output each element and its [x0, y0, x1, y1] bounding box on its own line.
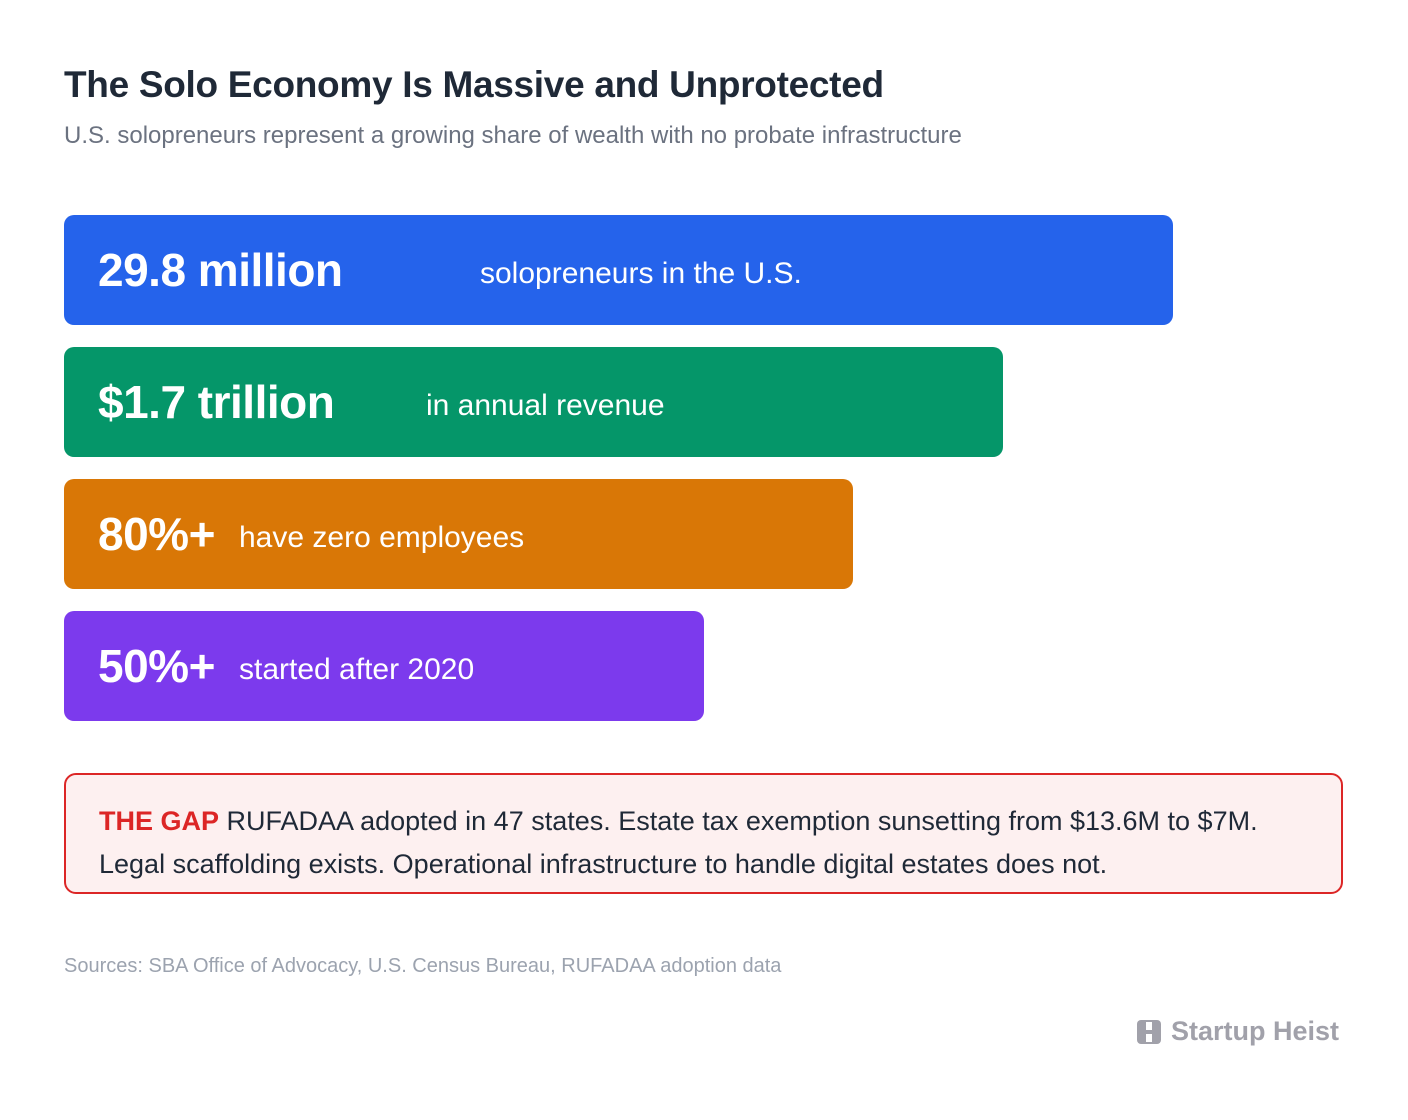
stat-bar-revenue: $1.7 trillion in annual revenue	[64, 347, 1003, 457]
gap-text-2: Legal scaffolding exists. Operational in…	[99, 849, 1108, 879]
sources-note: Sources: SBA Office of Advocacy, U.S. Ce…	[64, 955, 782, 977]
stat-value: 29.8 million	[98, 244, 343, 296]
stat-description: solopreneurs in the U.S.	[480, 257, 802, 290]
gap-text-1: RUFADAA adopted in 47 states. Estate tax…	[226, 806, 1258, 836]
gap-line-1: THE GAP RUFADAA adopted in 47 states. Es…	[99, 800, 1341, 843]
stat-description: in annual revenue	[426, 389, 665, 422]
stat-description: have zero employees	[239, 521, 525, 554]
brand-name: Startup Heist	[1170, 1016, 1339, 1046]
building-icon	[1136, 1019, 1161, 1044]
stat-value: 80%+	[98, 508, 215, 560]
stat-description: started after 2020	[239, 653, 475, 686]
stat-bars: 29.8 million solopreneurs in the U.S. $1…	[64, 215, 1344, 743]
stat-bar-started-after-2020: 50%+ started after 2020	[64, 611, 704, 721]
stat-bar-solopreneurs: 29.8 million solopreneurs in the U.S.	[64, 215, 1173, 325]
stat-value: 50%+	[98, 640, 215, 692]
gap-callout: THE GAP RUFADAA adopted in 47 states. Es…	[64, 773, 1343, 894]
page-title: The Solo Economy Is Massive and Unprotec…	[64, 64, 884, 105]
brand-logo: Startup Heist	[1136, 1016, 1339, 1047]
gap-label: THE GAP	[99, 806, 220, 836]
stat-value: $1.7 trillion	[98, 376, 335, 428]
stat-bar-zero-employees: 80%+ have zero employees	[64, 479, 853, 589]
page-subtitle: U.S. solopreneurs represent a growing sh…	[64, 122, 962, 149]
